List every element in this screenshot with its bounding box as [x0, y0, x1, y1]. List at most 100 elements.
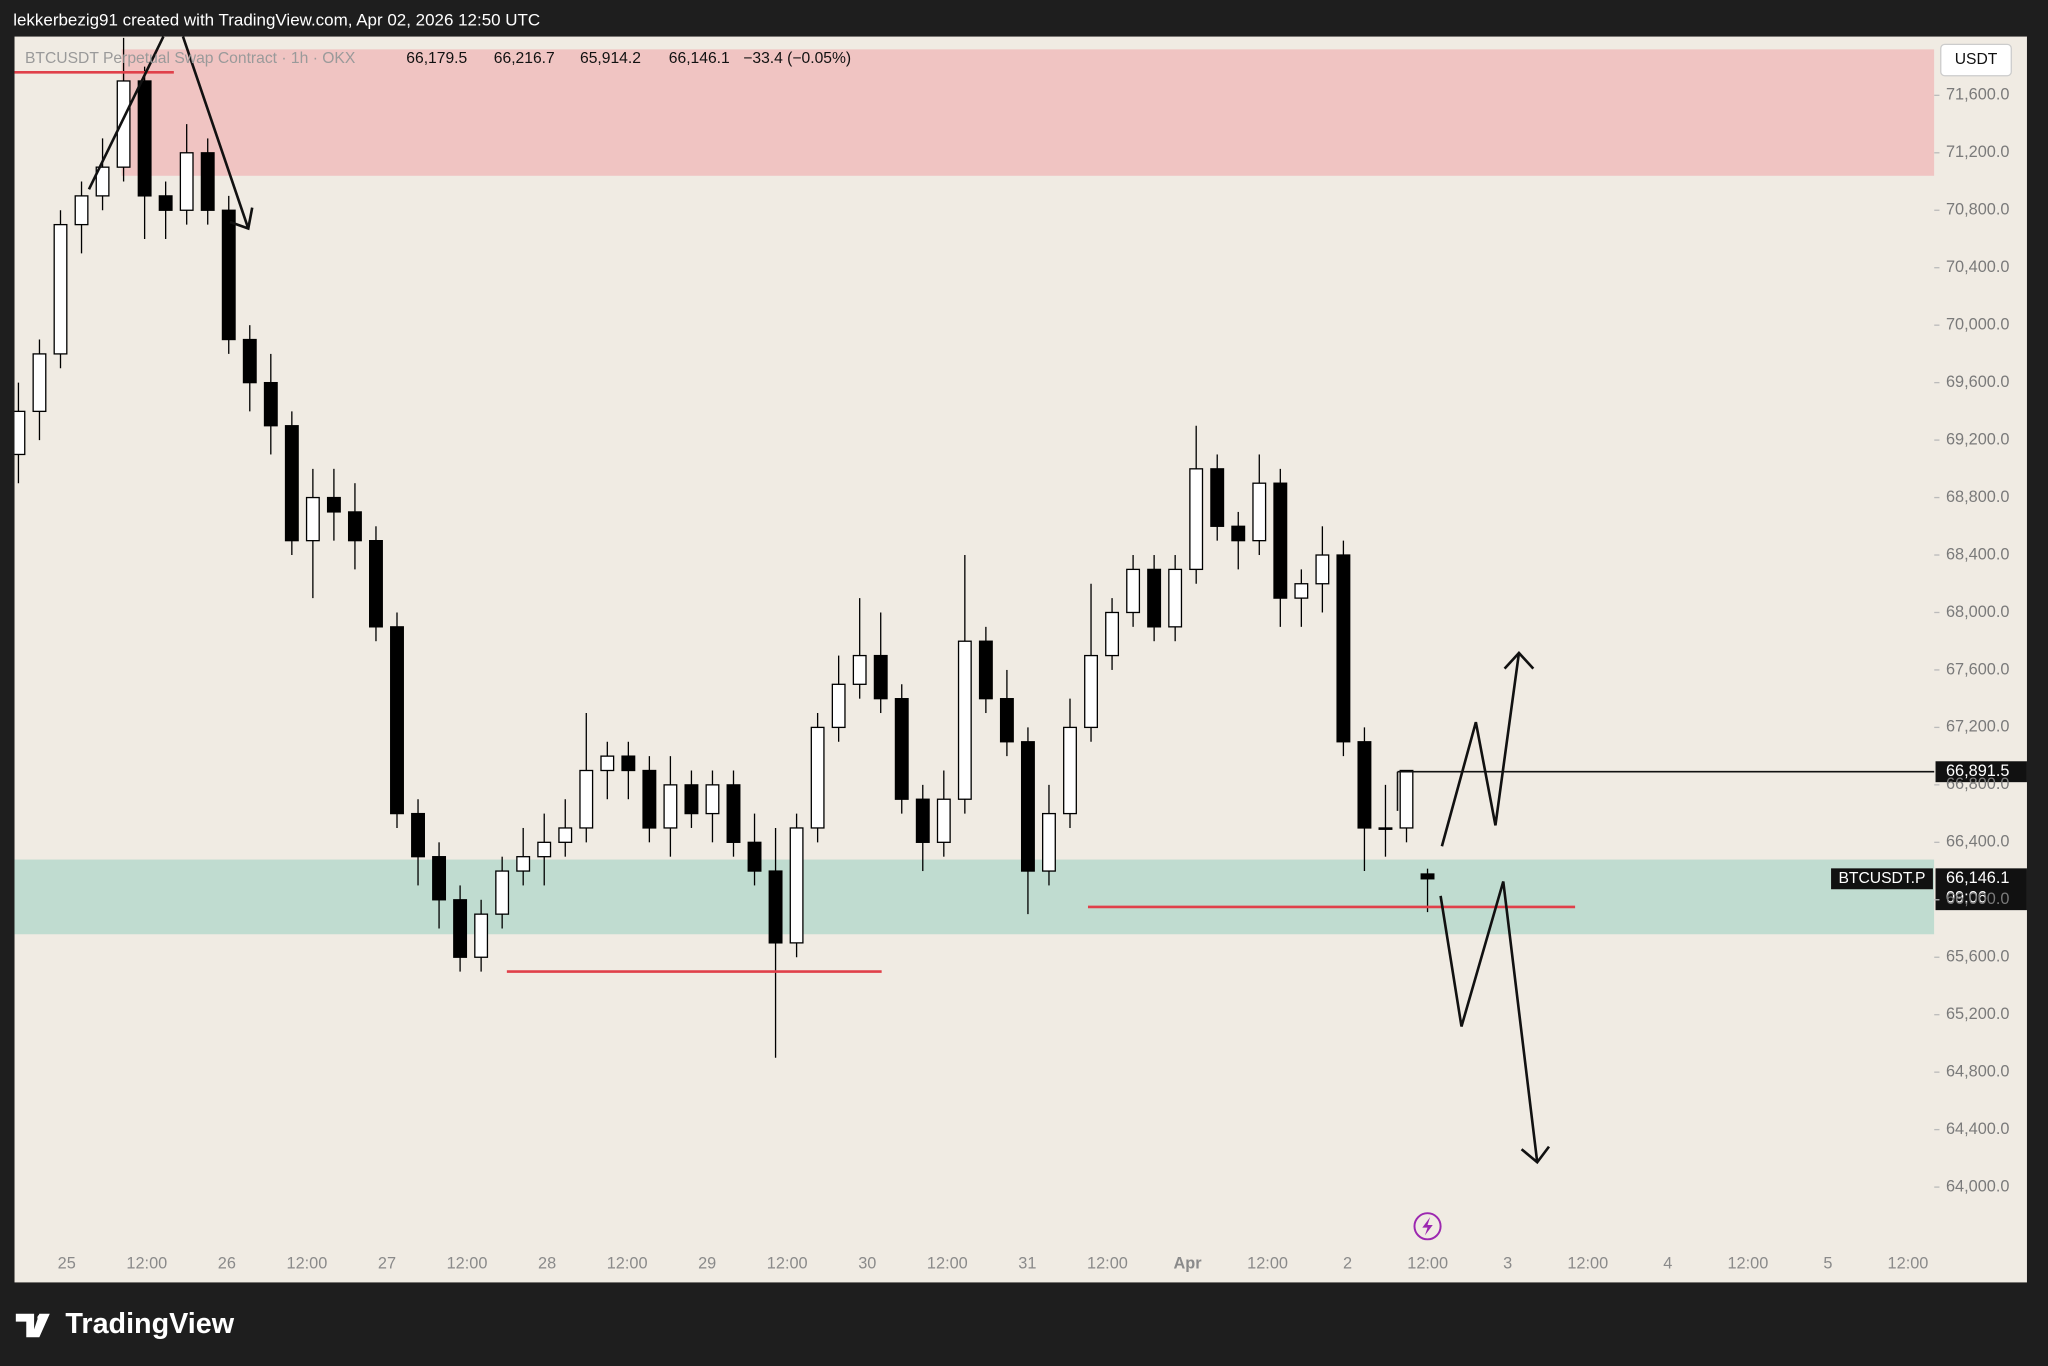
currency: USDT	[1955, 51, 1998, 68]
candle-body	[579, 769, 594, 829]
x-tick-label: 12:00	[1247, 1254, 1288, 1272]
x-tick-label: 31	[1018, 1254, 1036, 1272]
y-tick-label: 71,600.0	[1946, 86, 2010, 104]
candle-body	[432, 856, 447, 901]
x-tick-label: 27	[378, 1254, 396, 1272]
y-tick-label: 69,600.0	[1946, 373, 2010, 391]
x-tick-label: 12:00	[1727, 1254, 1768, 1272]
candle-body	[1378, 827, 1393, 830]
candle-body	[1231, 525, 1246, 542]
candle-body	[347, 511, 362, 542]
candle-body	[873, 654, 888, 700]
candle-body	[242, 338, 257, 384]
y-tick-label: 66,000.0	[1946, 890, 2010, 908]
candle-body	[726, 784, 741, 843]
currency-box[interactable]	[1940, 43, 2012, 77]
candle-body	[705, 784, 720, 815]
y-tick-label: 68,400.0	[1946, 545, 2010, 563]
candle-body	[621, 755, 636, 772]
open-label: 66,179.5	[406, 50, 467, 67]
candle-body	[936, 798, 951, 843]
candle-body	[369, 540, 383, 628]
candle-body	[1420, 873, 1435, 880]
candle-body	[684, 784, 699, 815]
candle-body	[221, 209, 236, 341]
candle-body	[474, 913, 489, 958]
candle-body	[558, 827, 573, 843]
candle-body	[1063, 726, 1077, 815]
candle-body	[1210, 468, 1225, 527]
x-tick-label: Apr	[1173, 1254, 1202, 1272]
candle-body	[390, 626, 404, 815]
candle-body	[957, 640, 972, 800]
candle-body	[1042, 812, 1056, 872]
y-tick-label: 65,200.0	[1946, 1005, 2010, 1023]
drawing-line	[87, 35, 165, 190]
candle-body	[831, 683, 846, 729]
candle-body	[32, 353, 47, 413]
candle-body	[74, 195, 89, 226]
x-tick-label: 12:00	[607, 1254, 648, 1272]
brand: TradingView	[65, 1308, 234, 1340]
x-tick-label: 2	[1343, 1254, 1352, 1272]
y-tick-label: 65,600.0	[1946, 948, 2010, 966]
y-tick-label: 67,600.0	[1946, 660, 2010, 678]
zone	[14, 859, 1935, 935]
symbol-tag-box	[1831, 868, 1933, 890]
countdown: 09:06	[1946, 889, 1987, 907]
candle-body	[1294, 583, 1309, 599]
candle-body	[1189, 468, 1204, 571]
x-tick-label: 29	[698, 1254, 716, 1272]
candle-body	[326, 496, 341, 513]
candle-body	[1357, 741, 1372, 829]
y-tick-label: 70,400.0	[1946, 258, 2010, 276]
plot-background	[14, 36, 2027, 1283]
arrow-head	[1520, 1145, 1551, 1165]
candle-body	[978, 640, 993, 700]
drawing-line	[1440, 652, 1521, 847]
candle-body	[1084, 654, 1098, 729]
x-tick-label: 5	[1823, 1254, 1832, 1272]
candle-body	[53, 223, 68, 355]
candle-body	[1105, 611, 1120, 657]
y-tick-label: 70,800.0	[1946, 201, 2010, 219]
drawing-line	[181, 36, 250, 229]
close-label: 66,146.1	[669, 50, 730, 67]
y-tick-label: 71,200.0	[1946, 143, 2010, 161]
credit: lekkerbezig91 created with TradingView.c…	[13, 10, 540, 29]
x-tick-label: 12:00	[1888, 1254, 1929, 1272]
price-line-box	[1935, 761, 2027, 783]
drawing-line	[1439, 881, 1539, 1163]
x-tick-label: 12:00	[1087, 1254, 1128, 1272]
candle-body	[1399, 769, 1414, 829]
x-tick-label: 3	[1503, 1254, 1512, 1272]
arrow-head	[229, 207, 254, 231]
candle-body	[810, 726, 825, 829]
y-tick-label: 69,200.0	[1946, 430, 2010, 448]
y-tick-label: 67,200.0	[1946, 718, 2010, 736]
candle-body	[158, 195, 173, 211]
y-tick-label: 64,000.0	[1946, 1177, 2010, 1195]
candle-body	[1315, 554, 1330, 585]
price-line-label: 66,891.5	[1946, 762, 2010, 780]
candle-body	[642, 769, 657, 829]
symbol: BTCUSDT Perpetual Swap Contract · 1h · O…	[25, 50, 356, 67]
candle-body	[789, 827, 804, 944]
candle-body	[305, 496, 320, 542]
zone	[121, 49, 1935, 176]
x-tick-label: 25	[58, 1254, 76, 1272]
x-tick-label: 4	[1663, 1254, 1672, 1272]
candle-body	[116, 80, 131, 168]
candle-body	[1273, 482, 1288, 599]
candle-body	[411, 812, 425, 858]
candle-body	[516, 856, 531, 872]
arrow-head	[1503, 651, 1535, 670]
y-tick-label: 66,800.0	[1946, 775, 2010, 793]
x-tick-label: 12:00	[927, 1254, 968, 1272]
candle-body	[600, 755, 615, 772]
candle-body	[1252, 482, 1267, 542]
x-tick-label: 12:00	[767, 1254, 808, 1272]
event-icon[interactable]	[1413, 1212, 1442, 1241]
